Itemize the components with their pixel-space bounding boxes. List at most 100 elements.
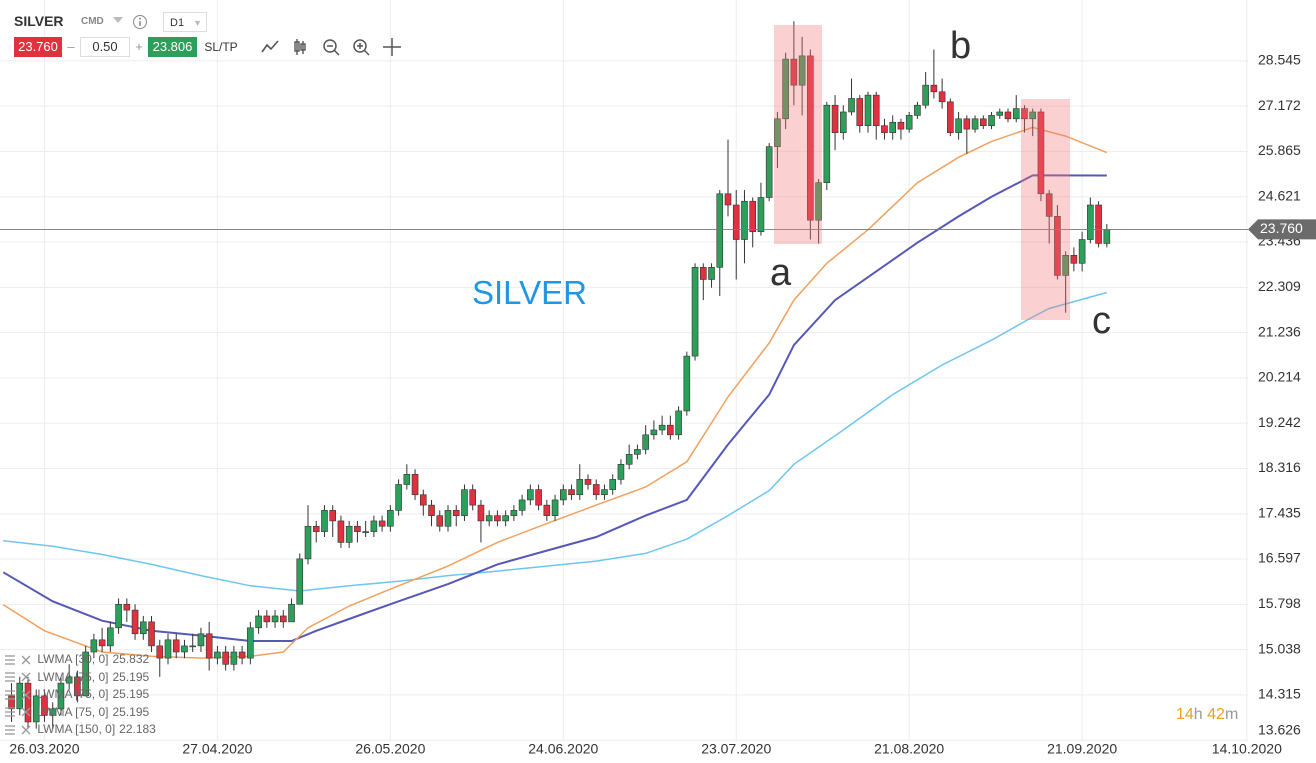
minus-button[interactable]: – [67, 39, 75, 54]
candle-body [798, 55, 806, 86]
x-tick-label: 24.06.2020 [528, 741, 598, 757]
candle-body [197, 633, 205, 647]
candle-body [304, 525, 312, 560]
candle-body [856, 98, 864, 126]
candle-body [24, 682, 32, 723]
info-icon[interactable] [132, 14, 148, 30]
candle-body [247, 627, 254, 659]
candle-body [650, 429, 658, 436]
volume-input[interactable]: 0.50 [80, 37, 130, 57]
candle-body [395, 484, 402, 511]
candle-body [510, 510, 518, 516]
candle-body [148, 621, 155, 647]
candle-body [387, 510, 394, 527]
chart-title: SILVER [472, 274, 587, 311]
candle-body [914, 104, 921, 116]
candle-body [938, 91, 946, 103]
legend-icons[interactable] [4, 671, 34, 683]
countdown-unit: h [1193, 706, 1203, 723]
candle-body [164, 639, 172, 659]
candle-body [691, 267, 699, 357]
candle-body [675, 410, 682, 436]
candle-body [683, 355, 691, 412]
candle-body [839, 111, 847, 133]
ask-price[interactable]: 23.806 [148, 37, 197, 57]
legend-item[interactable]: LWMA [75, 0] 25.195 [4, 686, 156, 704]
candle-body [667, 424, 674, 436]
candle-body [699, 267, 707, 280]
countdown: 14h 42m [1176, 706, 1238, 724]
candle-body [988, 115, 995, 126]
y-tick-label: 20.214 [1258, 369, 1301, 385]
legend-label: LWMA [30, 0] [37, 652, 109, 666]
plus-button[interactable]: + [135, 39, 143, 54]
legend-icons[interactable] [4, 724, 34, 736]
x-tick-label: 21.09.2020 [1047, 741, 1117, 757]
legend-item[interactable]: LWMA [150, 0] 22.183 [4, 721, 156, 739]
candle-body [312, 525, 320, 532]
candle-body [1004, 111, 1012, 120]
x-tick-label: 26.05.2020 [355, 741, 425, 757]
y-tick-label: 17.435 [1258, 504, 1301, 520]
candle-body [1078, 239, 1086, 264]
candle-body [255, 615, 262, 629]
candle-body [494, 515, 501, 522]
dropdown-icon[interactable] [112, 15, 124, 25]
legend-value: 25.195 [112, 687, 150, 701]
candle-body [354, 525, 361, 532]
candle-body [634, 449, 641, 455]
legend-label: LWMA [75, 0] [37, 704, 109, 719]
legend-item[interactable]: LWMA [75, 0] 25.195 [4, 669, 156, 687]
candle-body [749, 200, 757, 233]
y-tick-label: 22.309 [1258, 278, 1301, 294]
candle-body [955, 118, 962, 133]
toolbar-icons[interactable] [260, 36, 410, 58]
candle-body [551, 499, 559, 516]
legend-icons[interactable] [4, 689, 34, 701]
y-tick-label: 27.172 [1258, 97, 1301, 113]
candle-body [527, 489, 534, 501]
legend-value: 25.195 [112, 669, 150, 684]
candle-body [444, 510, 452, 527]
legend-item[interactable]: LWMA [75, 0] 25.195 [4, 704, 156, 722]
highlight [774, 25, 822, 244]
candle-body [831, 104, 839, 133]
candle-body [658, 424, 666, 431]
bid-price[interactable]: 23.760 [14, 37, 62, 57]
candle-body [947, 101, 954, 133]
candle-body [115, 603, 122, 629]
timeframe-label: D1 [170, 17, 185, 29]
candle-body [617, 463, 625, 480]
candle-body [1054, 216, 1061, 276]
annotation: c [1092, 300, 1111, 342]
y-tick-label: 13.626 [1258, 722, 1301, 738]
candle-body [205, 633, 213, 659]
candle-body [65, 676, 73, 684]
candle-body [922, 84, 929, 106]
timeframe[interactable]: D1 ▼ [163, 12, 207, 32]
candle-body [535, 489, 542, 506]
candle-body [90, 639, 98, 653]
candle-body [57, 682, 65, 710]
symbol[interactable]: SILVER [14, 13, 64, 29]
market: CMD [81, 16, 104, 27]
candle-body [172, 639, 180, 653]
annotation: b [950, 25, 972, 67]
candle-body [905, 115, 913, 130]
candle-body [848, 98, 855, 113]
countdown-minutes: 42 [1207, 706, 1225, 723]
legend: LWMA [30, 0] 25.832 LWMA [75, 0] 25.195 LW… [4, 651, 156, 739]
sltp-button[interactable]: SL/TP [204, 40, 238, 54]
x-tick-label: 23.07.2020 [701, 741, 771, 757]
candle-body [1103, 229, 1111, 244]
candle-body [1029, 111, 1037, 120]
candle-body [74, 676, 81, 697]
candle-body [131, 609, 139, 635]
candle-body [139, 621, 147, 635]
legend-icons[interactable] [4, 654, 34, 666]
legend-item[interactable]: LWMA [30, 0] 25.832 [4, 651, 156, 669]
candle-body [82, 651, 89, 697]
candle-body [741, 200, 748, 240]
y-tick-label: 14.315 [1258, 686, 1301, 702]
legend-icons[interactable] [4, 706, 34, 718]
